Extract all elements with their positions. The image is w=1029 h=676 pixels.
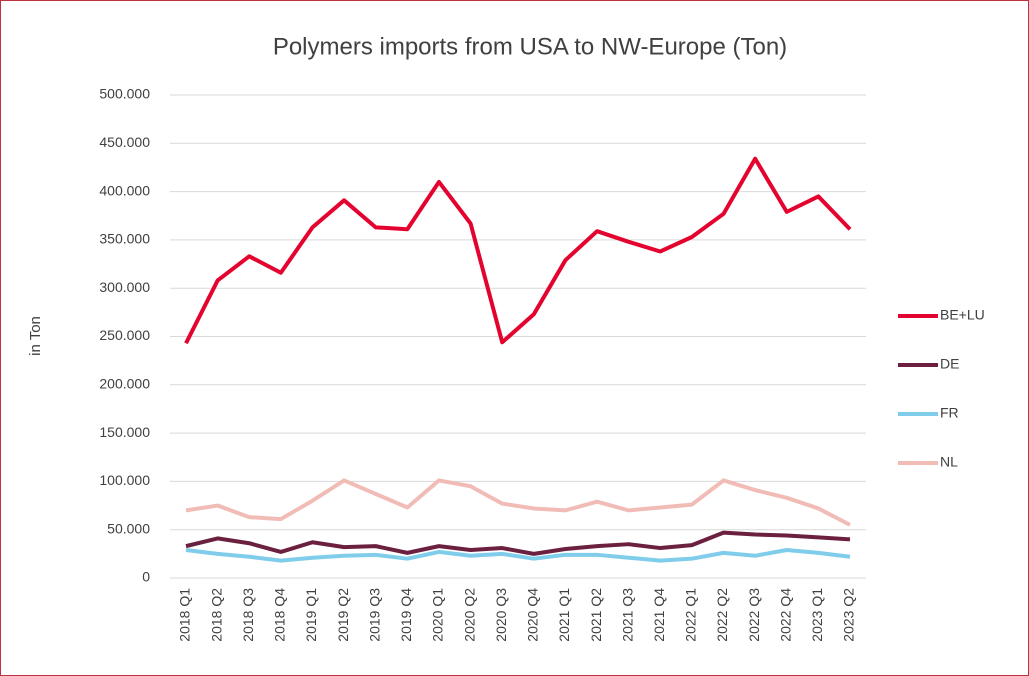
x-tick-label: 2018 Q4 <box>272 588 288 642</box>
x-tick-label: 2021 Q2 <box>588 588 604 642</box>
y-tick-label: 450.000 <box>99 134 150 150</box>
x-tick-label: 2022 Q3 <box>746 588 762 642</box>
x-tick-label: 2019 Q1 <box>303 588 319 642</box>
x-tick-label: 2023 Q1 <box>809 588 825 642</box>
series-line <box>184 156 852 345</box>
legend-label: BE+LU <box>940 307 985 323</box>
x-tick-label: 2022 Q4 <box>777 588 793 642</box>
x-tick-label: 2019 Q3 <box>366 588 382 642</box>
chart-title: Polymers imports from USA to NW-Europe (… <box>273 33 787 60</box>
legend-label: NL <box>940 454 958 470</box>
y-tick-label: 50.000 <box>107 520 150 536</box>
x-tick-label: 2020 Q3 <box>493 588 509 642</box>
x-tick-label: 2021 Q3 <box>619 588 635 642</box>
x-tick-label: 2018 Q1 <box>177 588 193 642</box>
x-tick-label: 2020 Q1 <box>430 588 446 642</box>
y-tick-label: 500.000 <box>99 86 150 102</box>
x-tick-label: 2018 Q2 <box>208 588 224 642</box>
y-axis-label: in Ton <box>27 316 44 356</box>
y-tick-label: 100.000 <box>99 472 150 488</box>
x-tick-label: 2018 Q3 <box>240 588 256 642</box>
legend-label: FR <box>940 405 959 421</box>
legend-label: DE <box>940 356 959 372</box>
y-tick-label: 300.000 <box>99 279 150 295</box>
x-tick-label: 2020 Q4 <box>525 588 541 642</box>
x-tick-label: 2021 Q1 <box>556 588 572 642</box>
series-line <box>185 530 851 556</box>
y-tick-label: 350.000 <box>99 231 150 247</box>
x-tick-label: 2022 Q2 <box>714 588 730 642</box>
y-tick-label: 150.000 <box>99 424 150 440</box>
y-tick-label: 250.000 <box>99 327 150 343</box>
series-line <box>185 547 851 563</box>
x-tick-label: 2022 Q1 <box>683 588 699 642</box>
y-tick-label: 400.000 <box>99 182 150 198</box>
series-line <box>185 478 851 527</box>
y-tick-label: 200.000 <box>99 376 150 392</box>
x-tick-label: 2023 Q2 <box>841 588 857 642</box>
y-tick-label: 0 <box>142 569 150 585</box>
x-tick-label: 2019 Q2 <box>335 588 351 642</box>
x-tick-label: 2021 Q4 <box>651 588 667 642</box>
x-tick-label: 2020 Q2 <box>461 588 477 642</box>
x-tick-label: 2019 Q4 <box>398 588 414 642</box>
